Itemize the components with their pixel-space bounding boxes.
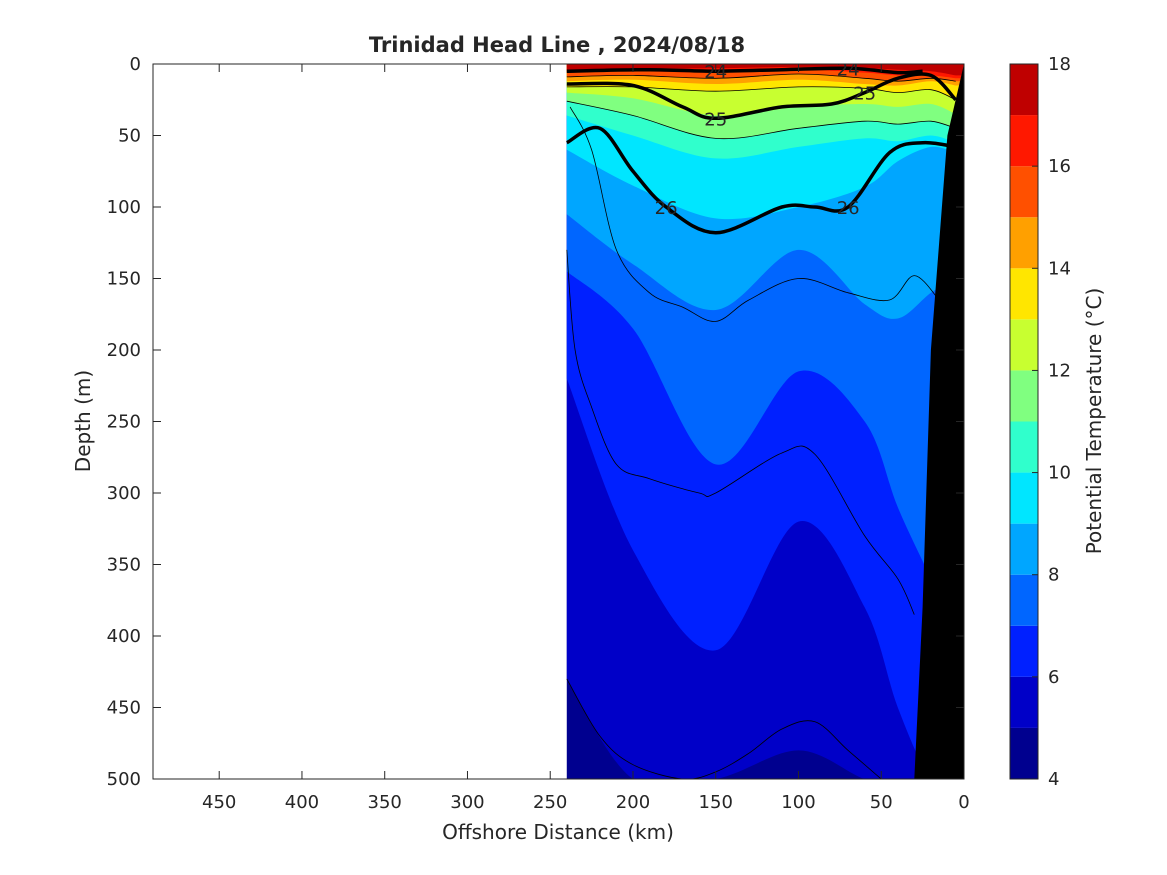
seafloor [914,64,964,779]
colorbar-tick-label: 16 [1048,156,1071,177]
x-tick-label: 400 [285,792,319,813]
density-contour-25 [566,72,957,121]
density-label-25: 25 [853,84,876,105]
colorbar-swatch-15 [1010,166,1038,218]
colorbar-swatch-5 [1010,676,1038,728]
x-tick-label: 250 [533,792,567,813]
x-tick-label: 300 [450,792,484,813]
chart-title: Trinidad Head Line , 2024/08/18 [369,33,745,57]
y-tick-label: 0 [130,54,141,75]
colorbar-swatch-4 [1010,727,1038,779]
density-contour-26 [565,125,956,235]
x-axis: 450 400 350 300 250 200 150 100 50 0 [202,64,970,813]
band-17-18 [566,64,964,76]
thin-contour-lines [566,73,956,779]
colorbar-tick-label: 14 [1048,258,1071,279]
colorbar-swatch-11 [1010,370,1038,422]
x-tick-label: 150 [699,792,733,813]
colorbar-tick-label: 12 [1048,360,1071,381]
density-contour-24 [566,66,923,75]
y-tick-label: 100 [107,197,141,218]
y-tick-label: 200 [107,340,141,361]
colorbar-tick-label: 18 [1048,54,1071,75]
x-tick-label: 50 [870,792,893,813]
colorbar-swatch-7 [1010,574,1038,626]
thin-contour-2 [566,100,956,140]
x-tick-label: 100 [781,792,815,813]
colorbar-swatch-10 [1010,421,1038,473]
thin-contour-4 [566,249,915,615]
colorbar-tick-label: 8 [1048,565,1059,586]
density-label-25: 25 [704,109,727,130]
colorbar-tick-label: 6 [1048,667,1059,688]
y-tick-label: 150 [107,269,141,290]
thin-contour-5 [566,678,882,779]
colorbar-swatch-13 [1010,268,1038,320]
y-axis-label: Depth (m) [71,370,95,472]
colorbar-swatch-12 [1010,319,1038,371]
y-tick-label: 500 [107,769,141,790]
colorbar-swatch-14 [1010,217,1038,269]
colorbar-swatch-16 [1010,115,1038,167]
bathymetry [914,64,964,779]
density-contour-lines: 24 24 25 25 26 26 [565,59,957,235]
y-tick-label: 250 [107,412,141,433]
colorbar-tick-label: 10 [1048,463,1071,484]
y-tick-label: 300 [107,483,141,504]
thin-contour-0 [566,73,956,82]
x-tick-label: 0 [958,792,969,813]
y-tick-label: 450 [107,698,141,719]
colorbar-swatch-8 [1010,523,1038,575]
colorbar-frame [1009,63,1039,780]
y-tick-label: 50 [118,126,141,147]
density-label-24: 24 [837,59,860,80]
colorbar-tick-label: 4 [1048,769,1059,790]
x-axis-label: Offshore Distance (km) [442,820,674,844]
y-axis: 0 50 100 150 200 250 300 350 400 450 500 [107,54,964,790]
thin-contour-3 [569,106,940,322]
temperature-bands [566,64,964,779]
colorbar-label: Potential Temperature (°C) [1082,288,1106,555]
density-label-24: 24 [704,62,727,83]
x-tick-label: 350 [368,792,402,813]
y-tick-label: 350 [107,555,141,576]
x-tick-label: 450 [202,792,236,813]
y-tick-label: 400 [107,626,141,647]
density-label-26: 26 [837,198,860,219]
x-tick-label: 200 [616,792,650,813]
colorbar-swatch-6 [1010,625,1038,677]
density-label-26: 26 [655,198,678,219]
colorbar: 4 6 8 10 12 14 16 18 [1009,54,1071,790]
colorbar-swatch-17 [1010,64,1038,116]
colorbar-swatch-9 [1010,472,1038,524]
